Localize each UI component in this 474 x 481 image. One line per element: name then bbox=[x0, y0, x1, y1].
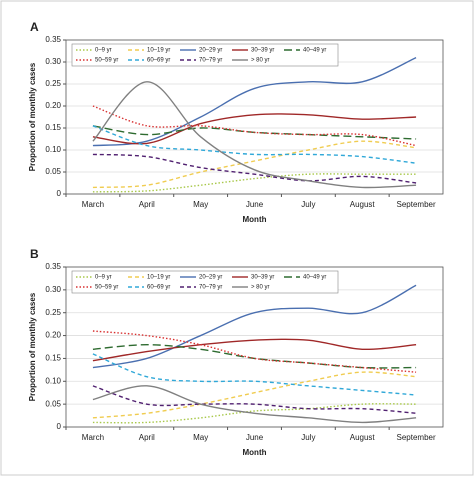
x-axis-label: Month bbox=[243, 448, 267, 457]
x-tick-label: July bbox=[301, 433, 315, 442]
y-tick-label: 0.15 bbox=[45, 123, 61, 132]
legend-label: 40–49 yr bbox=[303, 48, 326, 54]
legend-label: 60–69 yr bbox=[147, 58, 170, 64]
y-axis-label: Proportion of monthly cases bbox=[28, 62, 37, 171]
series-line bbox=[92, 140, 417, 189]
legend-label: 70–79 yr bbox=[199, 58, 222, 64]
plot-border bbox=[65, 266, 444, 428]
y-tick-label: 0.25 bbox=[45, 79, 61, 88]
x-tick-label: May bbox=[193, 200, 208, 209]
series-line bbox=[92, 105, 417, 147]
series-line bbox=[92, 81, 417, 189]
series-line bbox=[92, 338, 417, 362]
panel-label: B bbox=[30, 247, 39, 261]
x-tick-label: July bbox=[301, 200, 315, 209]
series-line bbox=[92, 371, 417, 419]
series-line bbox=[92, 385, 417, 424]
x-tick-label: March bbox=[82, 200, 104, 209]
x-tick-label: May bbox=[193, 433, 208, 442]
legend-label: > 80 yr bbox=[251, 58, 270, 64]
legend-label: 30–39 yr bbox=[251, 48, 274, 54]
y-tick-label: 0.15 bbox=[45, 354, 61, 363]
y-tick-label: 0.05 bbox=[45, 399, 61, 408]
series-line bbox=[92, 284, 417, 369]
series-line bbox=[92, 173, 417, 193]
y-tick-label: 0.20 bbox=[45, 101, 61, 110]
legend-label: 60–69 yr bbox=[147, 285, 170, 291]
x-tick-label: August bbox=[350, 433, 376, 442]
y-tick-label: 0.35 bbox=[45, 35, 61, 44]
y-tick-label: 0.30 bbox=[45, 285, 61, 294]
series-line bbox=[92, 403, 417, 424]
y-tick-label: 0.25 bbox=[45, 308, 61, 317]
series-line bbox=[92, 353, 417, 396]
legend-label: 50–59 yr bbox=[95, 285, 118, 291]
legend-label: 10–19 yr bbox=[147, 48, 170, 54]
series-line bbox=[92, 153, 417, 184]
legend-label: 20–29 yr bbox=[199, 275, 222, 281]
series-line bbox=[92, 125, 417, 164]
series-line bbox=[92, 113, 417, 145]
y-tick-label: 0.20 bbox=[45, 331, 61, 340]
x-tick-label: June bbox=[246, 200, 264, 209]
legend-label: 70–79 yr bbox=[199, 285, 222, 291]
x-tick-label: April bbox=[139, 200, 155, 209]
series-line bbox=[92, 344, 417, 369]
y-tick-label: 0.30 bbox=[45, 57, 61, 66]
series-line bbox=[92, 385, 417, 414]
x-tick-label: September bbox=[397, 433, 436, 442]
plot-border bbox=[65, 39, 444, 195]
series-line bbox=[92, 56, 417, 147]
x-tick-label: September bbox=[397, 200, 436, 209]
legend-label: 20–29 yr bbox=[199, 48, 222, 54]
y-tick-label: 0 bbox=[57, 422, 62, 431]
y-tick-label: 0.10 bbox=[45, 376, 61, 385]
panel-label: A bbox=[30, 20, 39, 34]
y-tick-label: 0 bbox=[57, 189, 62, 198]
y-tick-label: 0.35 bbox=[45, 262, 61, 271]
x-tick-label: March bbox=[82, 433, 104, 442]
legend-label: 50–59 yr bbox=[95, 58, 118, 64]
x-tick-label: June bbox=[246, 433, 264, 442]
x-axis-label: Month bbox=[243, 215, 267, 224]
legend-label: 0–9 yr bbox=[95, 275, 112, 281]
legend-label: 40–49 yr bbox=[303, 275, 326, 281]
y-axis-label: Proportion of monthly cases bbox=[28, 292, 37, 401]
x-tick-label: August bbox=[350, 200, 376, 209]
legend-label: 0–9 yr bbox=[95, 48, 112, 54]
y-tick-label: 0.10 bbox=[45, 145, 61, 154]
legend-label: > 80 yr bbox=[251, 285, 270, 291]
legend-label: 10–19 yr bbox=[147, 275, 170, 281]
y-tick-label: 0.05 bbox=[45, 167, 61, 176]
legend-label: 30–39 yr bbox=[251, 275, 274, 281]
x-tick-label: April bbox=[139, 433, 155, 442]
